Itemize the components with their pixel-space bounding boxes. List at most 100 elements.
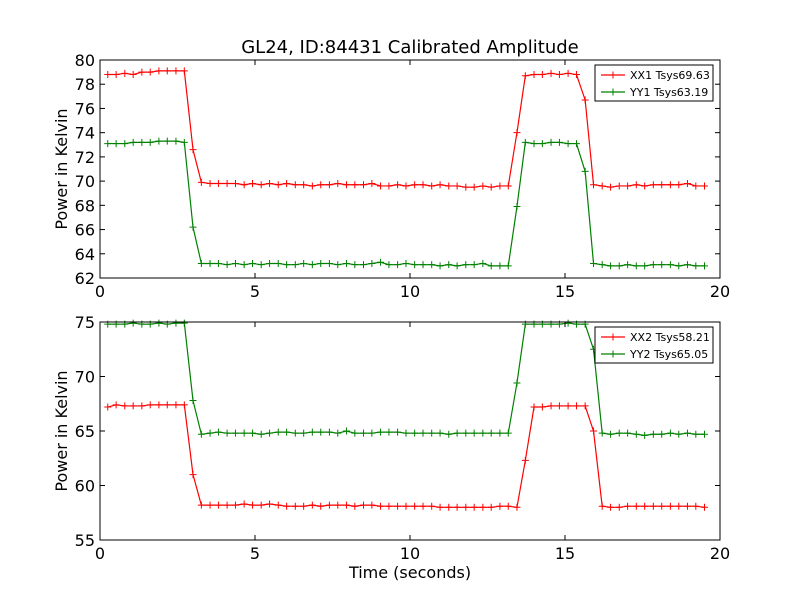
data-point bbox=[121, 402, 129, 410]
data-point bbox=[138, 138, 146, 146]
data-point bbox=[513, 379, 521, 387]
y-tick-label: 68 bbox=[75, 196, 95, 215]
data-point bbox=[368, 180, 376, 188]
data-point bbox=[206, 429, 214, 437]
data-point bbox=[590, 427, 598, 435]
data-point bbox=[675, 262, 683, 270]
y-tick-label: 70 bbox=[75, 172, 95, 191]
data-point bbox=[334, 501, 342, 509]
data-point bbox=[231, 429, 239, 437]
data-point bbox=[683, 261, 691, 269]
data-point bbox=[470, 183, 478, 191]
data-point bbox=[223, 501, 231, 509]
data-point bbox=[317, 181, 325, 189]
data-point bbox=[394, 181, 402, 189]
data-point bbox=[462, 261, 470, 269]
data-point bbox=[496, 502, 504, 510]
legend-marker bbox=[609, 333, 617, 341]
data-point bbox=[675, 430, 683, 438]
data-point bbox=[334, 429, 342, 437]
data-point bbox=[308, 182, 316, 190]
top-chart: 0 5 10 15 20 62 64 66 68 70 72 74 76 78 80 Power in Kel… bbox=[52, 51, 730, 301]
data-point bbox=[658, 181, 666, 189]
data-point bbox=[411, 261, 419, 269]
data-point bbox=[428, 182, 436, 190]
data-point bbox=[658, 261, 666, 269]
y-tick-label: 64 bbox=[75, 245, 95, 264]
data-point bbox=[641, 502, 649, 510]
x-tick-label: 0 bbox=[95, 544, 105, 563]
data-point bbox=[129, 71, 137, 79]
data-point bbox=[231, 180, 239, 188]
data-point bbox=[504, 262, 512, 270]
data-point bbox=[155, 319, 163, 327]
data-point bbox=[325, 428, 333, 436]
data-point bbox=[436, 503, 444, 511]
data-point bbox=[615, 503, 623, 511]
data-point bbox=[274, 181, 282, 189]
data-point bbox=[240, 261, 248, 269]
data-point bbox=[692, 182, 700, 190]
data-point bbox=[368, 501, 376, 509]
data-point bbox=[479, 503, 487, 511]
data-point bbox=[206, 501, 214, 509]
data-point bbox=[513, 503, 521, 511]
data-point bbox=[223, 180, 231, 188]
x-tick-label: 5 bbox=[250, 282, 260, 301]
data-point bbox=[658, 430, 666, 438]
data-point bbox=[206, 259, 214, 267]
data-point bbox=[308, 428, 316, 436]
data-point bbox=[308, 261, 316, 269]
data-point bbox=[231, 259, 239, 267]
data-point bbox=[300, 502, 308, 510]
data-point bbox=[487, 262, 495, 270]
data-point bbox=[411, 502, 419, 510]
data-point bbox=[624, 429, 632, 437]
data-point bbox=[632, 430, 640, 438]
data-point bbox=[283, 502, 291, 510]
data-point bbox=[249, 501, 257, 509]
data-point bbox=[590, 181, 598, 189]
data-point bbox=[411, 181, 419, 189]
data-point bbox=[598, 429, 606, 437]
data-point bbox=[172, 137, 180, 145]
data-point bbox=[641, 262, 649, 270]
data-point bbox=[615, 262, 623, 270]
data-point bbox=[701, 182, 708, 190]
y-tick-label: 65 bbox=[75, 422, 95, 441]
data-point bbox=[342, 259, 350, 267]
data-point bbox=[291, 261, 299, 269]
data-point bbox=[530, 71, 538, 79]
data-point bbox=[394, 428, 402, 436]
data-point bbox=[394, 502, 402, 510]
data-point bbox=[257, 261, 265, 269]
data-point bbox=[266, 259, 274, 267]
data-point bbox=[368, 259, 376, 267]
data-point bbox=[453, 503, 461, 511]
data-point bbox=[172, 67, 180, 75]
data-point bbox=[377, 182, 385, 190]
data-point bbox=[470, 503, 478, 511]
y-axis-label: Power in Kelvin bbox=[52, 108, 71, 229]
x-tick-label: 15 bbox=[555, 544, 575, 563]
data-point bbox=[428, 429, 436, 437]
data-point bbox=[351, 261, 359, 269]
data-point bbox=[692, 502, 700, 510]
data-point bbox=[445, 430, 453, 438]
data-point bbox=[607, 183, 615, 191]
data-point bbox=[155, 401, 163, 409]
data-point bbox=[564, 140, 572, 148]
legend-marker bbox=[609, 350, 617, 358]
y-tick-label: 78 bbox=[75, 75, 95, 94]
legend-marker bbox=[609, 88, 617, 96]
data-point bbox=[249, 429, 257, 437]
data-point bbox=[283, 261, 291, 269]
data-point bbox=[521, 456, 529, 464]
data-point bbox=[214, 259, 222, 267]
data-point bbox=[377, 258, 385, 266]
data-point bbox=[223, 429, 231, 437]
data-point bbox=[436, 429, 444, 437]
data-point bbox=[257, 181, 265, 189]
data-point bbox=[172, 401, 180, 409]
